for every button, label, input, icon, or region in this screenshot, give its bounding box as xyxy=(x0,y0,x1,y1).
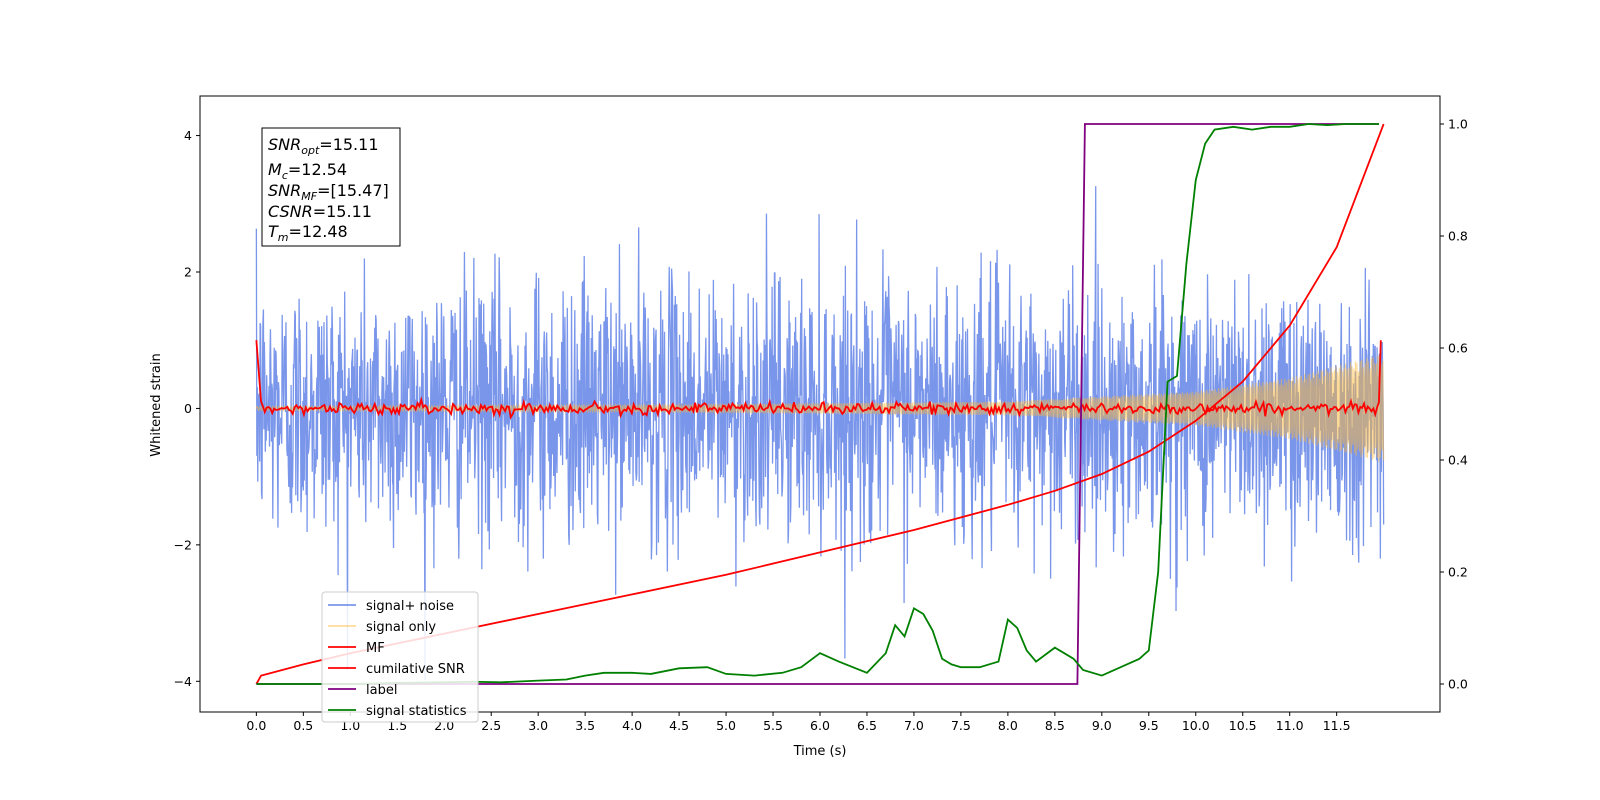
x-tick-label: 9.5 xyxy=(1139,718,1159,733)
y-right-tick-label: 0.6 xyxy=(1448,341,1468,356)
series-mf xyxy=(255,340,1382,420)
legend-entry: label xyxy=(366,683,397,698)
x-tick-label: 5.0 xyxy=(716,718,736,733)
annotation-line: Mc=12.54 xyxy=(268,160,347,182)
y-left-tick-label: −2 xyxy=(174,537,192,552)
x-tick-label: 7.0 xyxy=(904,718,924,733)
series-signal-noise xyxy=(255,186,1385,681)
x-tick-label: 0.5 xyxy=(293,718,313,733)
x-tick-label: 3.5 xyxy=(575,718,595,733)
y-axis-label: Whitened strain xyxy=(149,353,164,456)
x-axis-label: Time (s) xyxy=(793,744,847,759)
x-tick-label: 11.5 xyxy=(1323,718,1351,733)
x-tick-label: 0.0 xyxy=(246,718,266,733)
x-tick-label: 4.5 xyxy=(669,718,689,733)
annotation-line: SNRMF=[15.47] xyxy=(268,181,389,203)
annotation-frame xyxy=(261,127,401,247)
x-tick-label: 10.5 xyxy=(1229,718,1257,733)
x-tick-label: 3.0 xyxy=(528,718,548,733)
x-tick-label: 8.0 xyxy=(998,718,1018,733)
x-tick-label: 8.5 xyxy=(1045,718,1065,733)
series-label xyxy=(256,123,1379,685)
legend: signal+ noise signal only MF cumilative SNR… xyxy=(321,591,479,723)
y-left-tick-label: 2 xyxy=(184,265,192,280)
legend-frame xyxy=(321,591,479,723)
annotation-line: SNRopt=15.11 xyxy=(268,135,379,157)
legend-entry: MF xyxy=(366,641,385,656)
annotation-line: CSNR=15.11 xyxy=(268,202,372,221)
x-tick-label: 2.5 xyxy=(481,718,501,733)
x-tick-label: 9.0 xyxy=(1092,718,1112,733)
legend-entry: signal only xyxy=(366,620,436,635)
y-left-tick-label: 0 xyxy=(184,401,192,416)
x-tick-label: 6.5 xyxy=(857,718,877,733)
annotation-line: Tm=12.48 xyxy=(268,222,348,244)
series-signal-statistics xyxy=(256,123,1379,685)
x-tick-label: 7.5 xyxy=(951,718,971,733)
legend-entry: signal+ noise xyxy=(366,599,454,614)
y-axis-right-ticks: 0.0 0.2 0.4 0.6 0.8 1.0 xyxy=(1440,117,1468,692)
y-right-tick-label: 0.0 xyxy=(1448,677,1468,692)
x-axis-ticks: 0.0 0.5 1.0 1.5 2.0 2.5 3.0 3.5 4.0 4.5 5.0 5.5 6.0 6… xyxy=(246,712,1351,733)
y-axis-left-ticks: −4 −2 0 2 4 xyxy=(174,128,200,689)
y-right-tick-label: 1.0 xyxy=(1448,117,1468,132)
x-tick-label: 4.0 xyxy=(622,718,642,733)
y-right-tick-label: 0.4 xyxy=(1448,453,1468,468)
annotation-box: SNRopt=15.11 Mc=12.54SNRMF=[15.47]CSNR=15… xyxy=(261,127,401,247)
x-tick-label: 11.0 xyxy=(1276,718,1304,733)
y-right-tick-label: 0.8 xyxy=(1448,229,1468,244)
x-tick-label: 5.5 xyxy=(763,718,783,733)
legend-entry: cumilative SNR xyxy=(366,662,465,677)
y-left-tick-label: −4 xyxy=(174,674,192,689)
x-tick-label: 10.0 xyxy=(1182,718,1210,733)
x-tick-label: 6.0 xyxy=(810,718,830,733)
y-left-tick-label: 4 xyxy=(184,128,192,143)
y-right-tick-label: 0.2 xyxy=(1448,565,1468,580)
legend-entry: signal statistics xyxy=(366,704,467,719)
